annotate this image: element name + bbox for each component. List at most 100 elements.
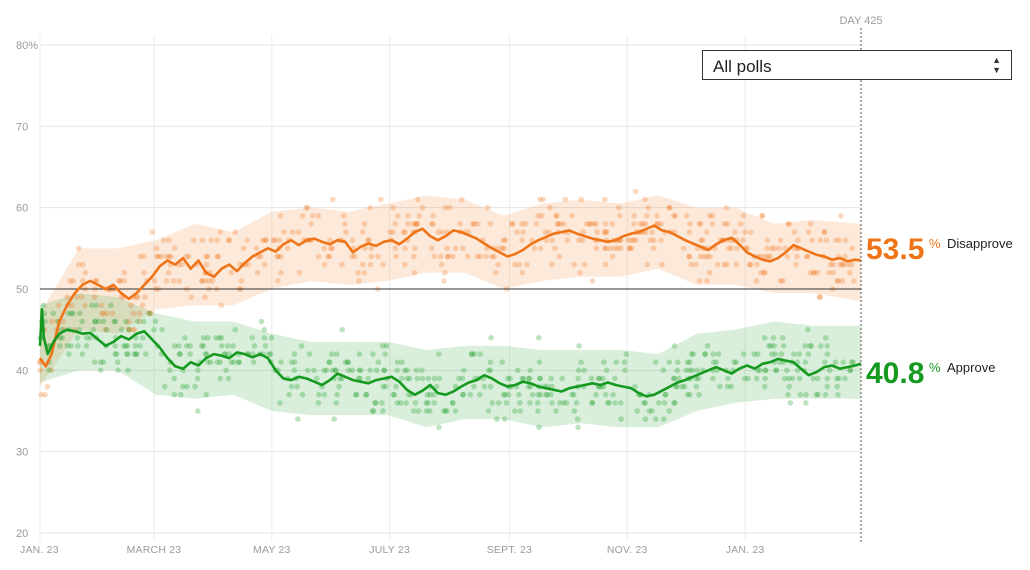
disapprove-poll-dot <box>842 253 848 260</box>
approve-poll-dot <box>195 367 201 374</box>
disapprove-poll-dot <box>270 237 277 243</box>
approve-poll-dot <box>671 375 678 382</box>
approve-poll-dot <box>442 408 449 414</box>
disapprove-poll-dot <box>253 245 260 252</box>
approve-poll-dot <box>695 375 702 382</box>
approve-poll-dot <box>797 391 804 398</box>
approve-poll-dot <box>548 391 554 398</box>
disapprove-poll-dot <box>632 188 639 195</box>
approve-poll-dot <box>702 351 708 357</box>
approve-poll-dot <box>519 375 525 382</box>
disapprove-poll-dot <box>593 245 600 252</box>
approve-poll-dot <box>140 318 147 325</box>
approve-poll-dot <box>65 310 72 317</box>
approve-poll-dot <box>419 375 426 382</box>
disapprove-average-line <box>38 224 862 368</box>
disapprove-poll-dot <box>765 253 771 260</box>
disapprove-poll-dot <box>296 269 303 276</box>
disapprove-poll-dot <box>704 253 711 260</box>
approve-poll-dot <box>536 424 542 431</box>
disapprove-poll-dot <box>769 245 775 252</box>
approve-poll-dot <box>202 351 209 357</box>
x-tick-label: NOV. 23 <box>607 544 648 556</box>
approve-poll-dot <box>380 383 387 390</box>
disapprove-poll-dot <box>445 253 451 260</box>
disapprove-poll-dot <box>166 237 172 243</box>
disapprove-poll-dot <box>821 229 828 235</box>
disapprove-poll-dot <box>321 245 328 252</box>
disapprove-poll-dot <box>450 253 456 260</box>
disapprove-poll-dot <box>693 261 699 268</box>
approve-poll-dot <box>97 367 104 374</box>
approve-poll-dot <box>176 343 182 349</box>
disapprove-poll-dot <box>845 261 851 268</box>
disapprove-poll-dot <box>602 221 609 227</box>
approve-poll-dot <box>536 375 543 382</box>
x-tick-label: JAN. 23 <box>726 544 765 556</box>
approve-poll-dot <box>595 375 602 382</box>
approve-poll-dot <box>787 400 794 406</box>
disapprove-poll-dot <box>615 245 621 252</box>
disapprove-poll-dot <box>512 261 518 268</box>
approve-poll-dot <box>832 359 839 366</box>
disapprove-poll-dot <box>405 221 411 227</box>
approve-poll-dot <box>634 408 640 414</box>
disapprove-poll-dot <box>275 278 281 284</box>
disapprove-poll-dot <box>811 269 817 276</box>
disapprove-poll-dot <box>460 245 466 252</box>
approve-poll-dot <box>68 310 75 317</box>
disapprove-poll-dot <box>814 269 821 276</box>
approve-poll-dot <box>762 367 769 374</box>
approve-poll-dot <box>103 326 110 333</box>
approve-poll-dot <box>589 400 596 406</box>
disapprove-poll-dot <box>581 261 588 268</box>
approve-poll-dot <box>549 400 555 406</box>
disapprove-poll-dot <box>704 229 710 235</box>
approve-poll-dot <box>553 408 559 414</box>
disapprove-poll-dot <box>666 204 673 211</box>
disapprove-poll-dot <box>414 221 420 227</box>
approve-poll-dot <box>696 391 702 398</box>
approve-poll-dot <box>146 310 153 317</box>
approve-poll-dot <box>59 335 65 341</box>
disapprove-poll-dot <box>102 326 109 333</box>
approve-poll-dot <box>684 359 691 366</box>
disapprove-poll-dot <box>330 196 336 203</box>
disapprove-poll-dot <box>356 278 362 284</box>
approve-poll-dot <box>382 383 389 390</box>
approve-poll-dot <box>689 367 696 374</box>
disapprove-poll-dot <box>628 245 635 252</box>
approve-poll-dot <box>321 367 328 374</box>
disapprove-poll-dot <box>714 261 721 268</box>
approve-poll-dot <box>468 351 475 357</box>
disapprove-poll-dot <box>631 213 637 219</box>
approve-poll-dot <box>529 391 536 398</box>
approve-poll-dot <box>369 408 376 414</box>
disapprove-poll-dot <box>554 221 561 227</box>
approve-poll-dot <box>214 359 221 366</box>
disapprove-label: Disapprove <box>947 236 1013 251</box>
disapprove-poll-dot <box>500 237 507 243</box>
approve-poll-dot <box>124 343 131 349</box>
approve-poll-dot <box>771 343 778 349</box>
approve-poll-dot <box>745 375 751 382</box>
x-gridlines <box>39 35 746 541</box>
disapprove-band <box>40 195 861 387</box>
disapprove-poll-dot <box>654 213 660 219</box>
poll-filter-select[interactable]: All polls ▲ ▼ <box>702 50 1012 80</box>
disapprove-poll-dot <box>349 253 355 260</box>
approve-poll-dot <box>822 359 828 366</box>
approve-poll-dot <box>337 375 343 382</box>
approve-poll-dot <box>672 400 678 406</box>
disapprove-poll-dot <box>840 261 847 268</box>
approve-poll-dot <box>205 335 211 341</box>
approve-poll-dot <box>93 302 100 309</box>
disapprove-poll-dot <box>121 269 128 276</box>
approve-poll-dot <box>332 367 338 374</box>
disapprove-poll-dot <box>284 245 291 252</box>
approve-poll-dot <box>342 359 349 366</box>
approve-poll-dot <box>606 400 612 406</box>
disapprove-poll-dot <box>445 253 451 260</box>
approve-poll-dot <box>413 367 420 374</box>
x-tick-label: JULY 23 <box>369 544 410 556</box>
